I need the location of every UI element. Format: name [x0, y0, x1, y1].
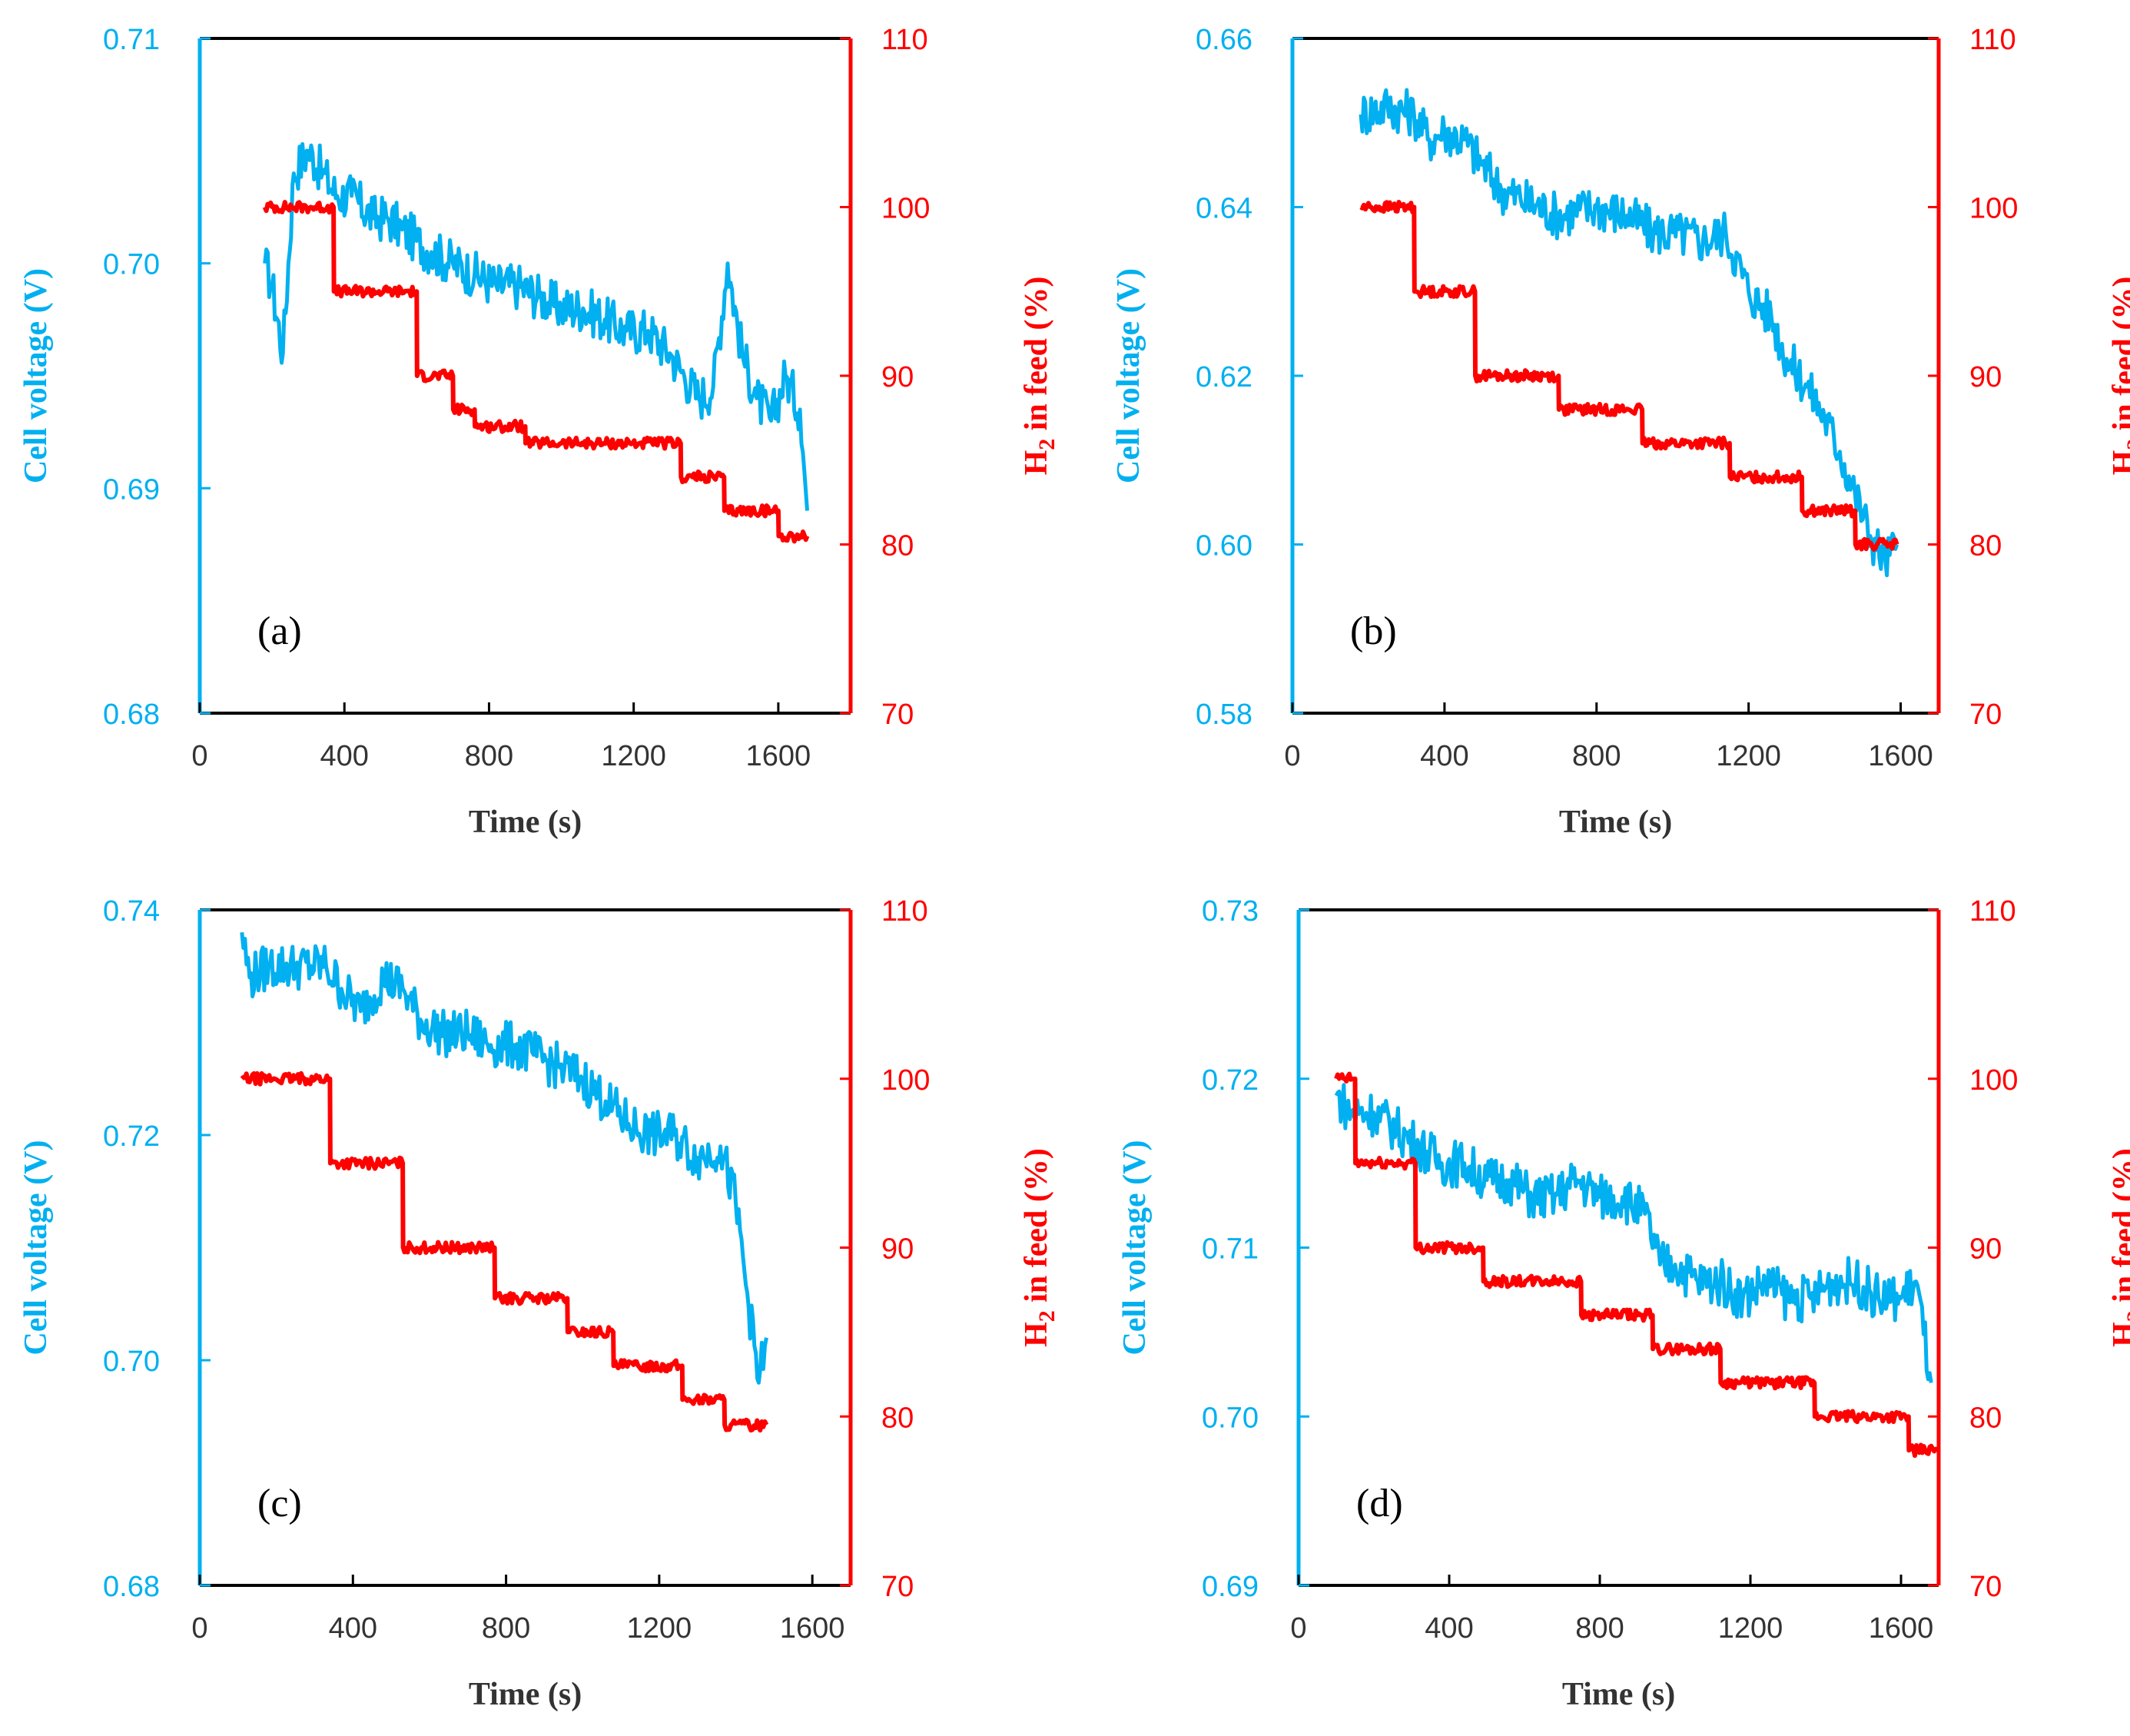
h2-feed-series-line: [240, 1070, 769, 1433]
y-right-tick-label: 90: [1969, 361, 2002, 393]
y-left-tick-label: 0.68: [103, 1571, 160, 1603]
y-left-axis-title: Cell voltage (V): [1111, 268, 1146, 483]
y-right-tick-label: 70: [881, 1571, 914, 1603]
y-left-tick-label: 0.70: [1202, 1402, 1259, 1434]
y-right-axis-title: H2 in feed (%): [1019, 277, 1060, 476]
y-right-tick-label: 80: [1969, 1402, 2002, 1434]
panel-label: (a): [257, 609, 302, 653]
x-tick-label: 0: [191, 1612, 207, 1645]
chart-panel-c: 0 400 800 1200 1600 0.68 0.70 0.72 0.74 70 80 90 100…: [18, 895, 1060, 1712]
y-right-tick-label: 70: [1969, 1571, 2002, 1603]
y-left-tick-label: 0.70: [103, 1346, 160, 1378]
x-tick-label: 0: [1290, 1612, 1306, 1645]
x-tick-label: 1600: [1869, 1612, 1934, 1645]
y-right-axis-title: H2 in feed (%): [2107, 277, 2130, 476]
y-right-tick-label: 70: [881, 699, 914, 731]
y-right-axis-title: H2 in feed (%): [2107, 1148, 2130, 1347]
y-left-tick-label: 0.73: [1202, 895, 1259, 928]
h2-feed-series-line: [262, 200, 810, 544]
y-left-tick-label: 0.71: [103, 24, 160, 56]
x-tick-label: 1200: [601, 740, 666, 772]
x-tick-label: 800: [465, 740, 513, 772]
y-right-tick-label: 80: [881, 1402, 914, 1434]
y-right-tick-label: 80: [1969, 530, 2002, 563]
panel-label: (d): [1356, 1482, 1403, 1525]
y-left-tick-label: 0.60: [1196, 530, 1252, 563]
y-left-tick-label: 0.72: [1202, 1064, 1259, 1097]
y-left-tick-label: 0.69: [1202, 1571, 1259, 1603]
panel-label: (c): [257, 1482, 302, 1525]
panel-label: (b): [1350, 609, 1397, 653]
y-left-tick-label: 0.68: [103, 699, 160, 731]
y-right-tick-label: 100: [1969, 1064, 2018, 1097]
h2-feed-series-line: [1334, 1071, 1940, 1459]
y-right-tick-label: 100: [881, 193, 930, 225]
y-left-tick-label: 0.71: [1202, 1233, 1259, 1266]
y-left-axis-title: Cell voltage (V): [18, 1140, 54, 1356]
h2-feed-series-line: [1359, 200, 1899, 552]
x-tick-label: 1200: [1716, 740, 1781, 772]
cell-voltage-series-line: [1334, 1083, 1933, 1383]
y-left-tick-label: 0.58: [1196, 699, 1252, 731]
x-tick-label: 0: [191, 740, 207, 772]
y-left-tick-label: 0.64: [1196, 193, 1252, 225]
y-right-tick-label: 110: [881, 895, 928, 928]
x-axis-title: Time (s): [1562, 1677, 1675, 1712]
y-right-tick-label: 100: [1969, 193, 2018, 225]
y-left-axis-title: Cell voltage (V): [1117, 1140, 1153, 1356]
x-tick-label: 800: [1572, 740, 1621, 772]
y-left-tick-label: 0.72: [103, 1120, 160, 1153]
x-axis-title: Time (s): [469, 805, 582, 840]
chart-panel-a: 0 400 800 1200 1600 0.68 0.69 0.70 0.71 70 80 90 100…: [18, 24, 1060, 840]
x-tick-label: 400: [329, 1612, 377, 1645]
y-left-tick-label: 0.62: [1196, 361, 1252, 393]
y-left-tick-label: 0.74: [103, 895, 160, 928]
y-right-tick-label: 110: [1969, 24, 2016, 56]
y-left-tick-label: 0.69: [103, 473, 160, 506]
y-right-tick-label: 90: [1969, 1233, 2002, 1266]
y-left-tick-label: 0.66: [1196, 24, 1252, 56]
x-tick-label: 800: [1575, 1612, 1624, 1645]
y-left-tick-label: 0.70: [103, 249, 160, 281]
y-right-tick-label: 110: [1969, 895, 2016, 928]
y-right-tick-label: 80: [881, 530, 914, 563]
chart-panel-d: 0 400 800 1200 1600 0.69 0.70 0.71 0.72 0.73 70 80 9…: [1117, 895, 2130, 1712]
y-left-axis-title: Cell voltage (V): [18, 268, 54, 483]
y-right-tick-label: 110: [881, 24, 928, 56]
x-tick-label: 1600: [746, 740, 811, 772]
chart-panel-b: 0 400 800 1200 1600 0.58 0.60 0.62 0.64 0.66 70 80 9…: [1111, 24, 2130, 840]
cell-voltage-series-line: [240, 932, 768, 1385]
x-tick-label: 0: [1284, 740, 1300, 772]
x-tick-label: 1600: [1868, 740, 1933, 772]
x-tick-label: 1200: [1718, 1612, 1783, 1645]
y-right-tick-label: 70: [1969, 699, 2002, 731]
x-axis-title: Time (s): [469, 1677, 582, 1712]
x-tick-label: 400: [1420, 740, 1468, 772]
cell-voltage-series-line: [1359, 88, 1899, 578]
y-right-axis-title: H2 in feed (%): [1019, 1148, 1060, 1347]
y-right-tick-label: 90: [881, 1233, 914, 1266]
x-tick-label: 800: [482, 1612, 530, 1645]
x-tick-label: 400: [320, 740, 369, 772]
x-tick-label: 400: [1425, 1612, 1473, 1645]
x-axis-title: Time (s): [1559, 805, 1672, 840]
y-right-tick-label: 100: [881, 1064, 930, 1097]
x-tick-label: 1600: [780, 1612, 845, 1645]
cell-voltage-series-line: [263, 142, 809, 511]
y-right-tick-label: 90: [881, 361, 914, 393]
x-tick-label: 1200: [627, 1612, 692, 1645]
